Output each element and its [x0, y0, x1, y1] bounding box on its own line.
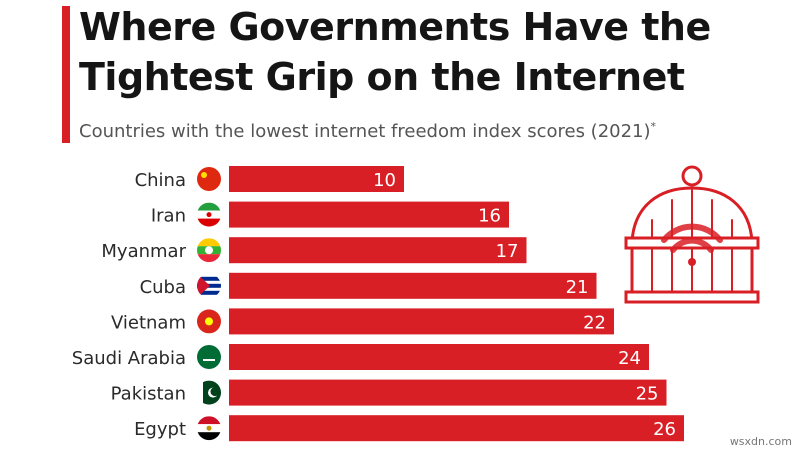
data-label: 16 — [478, 206, 501, 227]
category-label: Pakistan — [111, 384, 186, 405]
title-line-1: Where Governments Have the — [79, 5, 711, 49]
data-label: 17 — [496, 241, 519, 262]
flag-icon-iran — [197, 202, 221, 227]
category-label: Myanmar — [101, 241, 186, 262]
flag-icon-saudi-arabia — [197, 345, 221, 369]
flag-icon-vietnam — [197, 309, 221, 334]
bar-iran — [229, 201, 509, 228]
data-label: 25 — [636, 384, 659, 405]
data-label: 26 — [653, 419, 676, 440]
flag-icon-cuba — [197, 273, 221, 298]
watermark: wsxdn.com — [729, 435, 792, 448]
flag-icon-china — [197, 167, 221, 191]
title-line-2: Tightest Grip on the Internet — [79, 55, 685, 99]
birdcage-wifi-icon — [624, 165, 760, 304]
bar-egypt — [229, 415, 684, 442]
flag-icon-myanmar — [197, 238, 221, 263]
category-label: Vietnam — [111, 312, 186, 333]
subtitle-text: Countries with the lowest internet freed… — [79, 121, 651, 142]
category-label: Iran — [151, 206, 186, 227]
bar-cuba — [229, 272, 597, 299]
data-label: 22 — [583, 312, 606, 333]
data-label: 10 — [373, 170, 396, 191]
subtitle-footnote-mark: * — [650, 120, 657, 133]
data-label: 21 — [566, 277, 589, 298]
category-label: Cuba — [140, 277, 186, 298]
category-label: Egypt — [134, 419, 186, 440]
flag-icon-pakistan — [197, 380, 221, 405]
category-label: Saudi Arabia — [72, 348, 186, 369]
bar-vietnam — [229, 308, 614, 335]
data-label: 24 — [618, 348, 641, 369]
bar-myanmar — [229, 237, 527, 264]
bar-saudi-arabia — [229, 344, 649, 370]
chart-title: Where Governments Have the Tightest Grip… — [79, 2, 711, 102]
chart-subtitle: Countries with the lowest internet freed… — [79, 115, 656, 144]
category-label: China — [135, 170, 186, 191]
bar-china — [229, 166, 404, 192]
bar-pakistan — [229, 379, 667, 406]
flag-icon-egypt — [197, 416, 221, 441]
title-accent-bar — [62, 6, 70, 143]
